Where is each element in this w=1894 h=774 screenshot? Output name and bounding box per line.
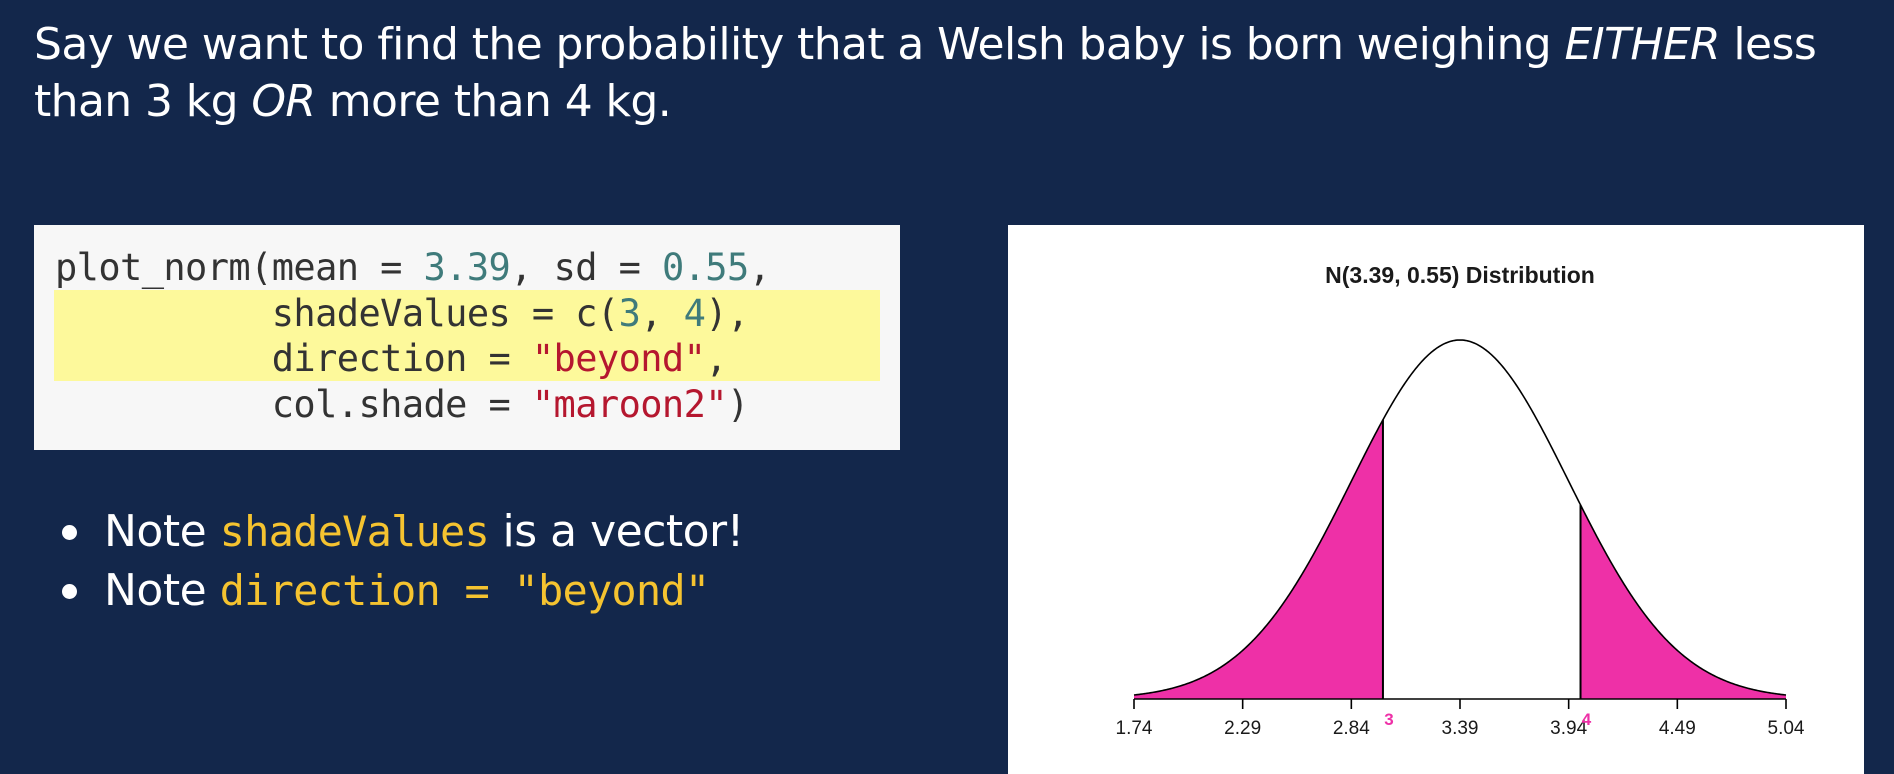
bullet-text: Note [104,506,220,557]
x-axis: 1.74 2.29 2.84 3.39 3.94 4.49 5.04 3 4 [1116,698,1805,739]
bullet-text: Note [104,565,220,616]
code-token: , sd = [510,246,662,289]
plot-panel: N(3.39, 0.55) Distribution 1.74 2.29 2.84 3… [1008,225,1864,774]
code-token: , [705,337,727,380]
density-curve-group [1133,339,1787,696]
normal-distribution-chart: N(3.39, 0.55) Distribution 1.74 2.29 2.84 3… [1116,262,1805,739]
heading-or: OR [251,76,316,127]
bullet-code: direction = "beyond" [219,566,711,615]
code-string-color: "maroon2" [531,382,728,426]
x-axis-tick-label: 5.04 [1768,718,1805,739]
shaded-region-upper-tail [1580,504,1786,699]
code-line-1: plot_norm(mean = 3.39, sd = 0.55, [55,245,771,291]
code-lines: plot_norm(mean = 3.39, sd = 0.55, shadeV… [55,245,771,428]
code-token: , [640,291,684,335]
bullet-list: Note shadeValues is a vector! Note direc… [56,502,744,620]
code-number-shade-2: 4 [683,291,706,335]
shade-value-label: 3 [1384,710,1393,729]
bullet-item: Note direction = "beyond" [56,561,744,620]
heading-text-1: Say we want to find the probability that… [34,19,1565,70]
bullet-dot-icon [62,584,77,599]
x-axis-tick-label: 2.84 [1333,718,1370,739]
bullet-code: shadeValues [219,507,490,556]
bullet-text: is a vector! [489,506,745,557]
code-number-mean: 3.39 [423,246,511,289]
heading-text-2: less than 3 kg [34,19,1817,127]
x-axis-tick-label: 1.74 [1116,718,1153,739]
bullet-dot-icon [62,525,77,540]
shade-value-label: 4 [1582,710,1592,729]
code-token: plot_norm(mean = [55,246,424,289]
slide-heading: Say we want to find the probability that… [34,16,1874,130]
x-axis-tick-label: 4.49 [1659,718,1696,739]
code-block: plot_norm(mean = 3.39, sd = 0.55, shadeV… [34,225,900,450]
code-token: ), [705,291,749,335]
x-axis-tick-label: 3.39 [1442,718,1479,739]
code-token: direction = [55,337,532,380]
code-token: shadeValues = c( [55,291,619,335]
bullet-item: Note shadeValues is a vector! [56,502,744,561]
shaded-regions [1134,419,1786,699]
code-token: , [748,246,771,289]
x-axis-tick-label: 2.29 [1224,718,1261,739]
code-highlight [54,290,880,381]
x-axis-tick-label: 3.94 [1550,718,1587,739]
chart-title: N(3.39, 0.55) Distribution [1325,262,1595,288]
heading-text-3: more than 4 kg. [315,76,672,127]
code-line-2: shadeValues = c(3, 4), [55,291,770,337]
code-line-4: col.shade = "maroon2") [55,382,770,428]
code-string-direction: "beyond" [531,337,706,380]
shaded-region-lower-tail [1134,419,1383,699]
code-number-shade-1: 3 [618,291,641,335]
density-curve [1133,339,1787,696]
code-token: ) [726,382,749,426]
code-line-3: direction = "beyond", [55,336,770,382]
code-number-sd: 0.55 [661,246,749,289]
heading-either: EITHER [1564,19,1721,70]
code-token: col.shade = [55,382,532,426]
